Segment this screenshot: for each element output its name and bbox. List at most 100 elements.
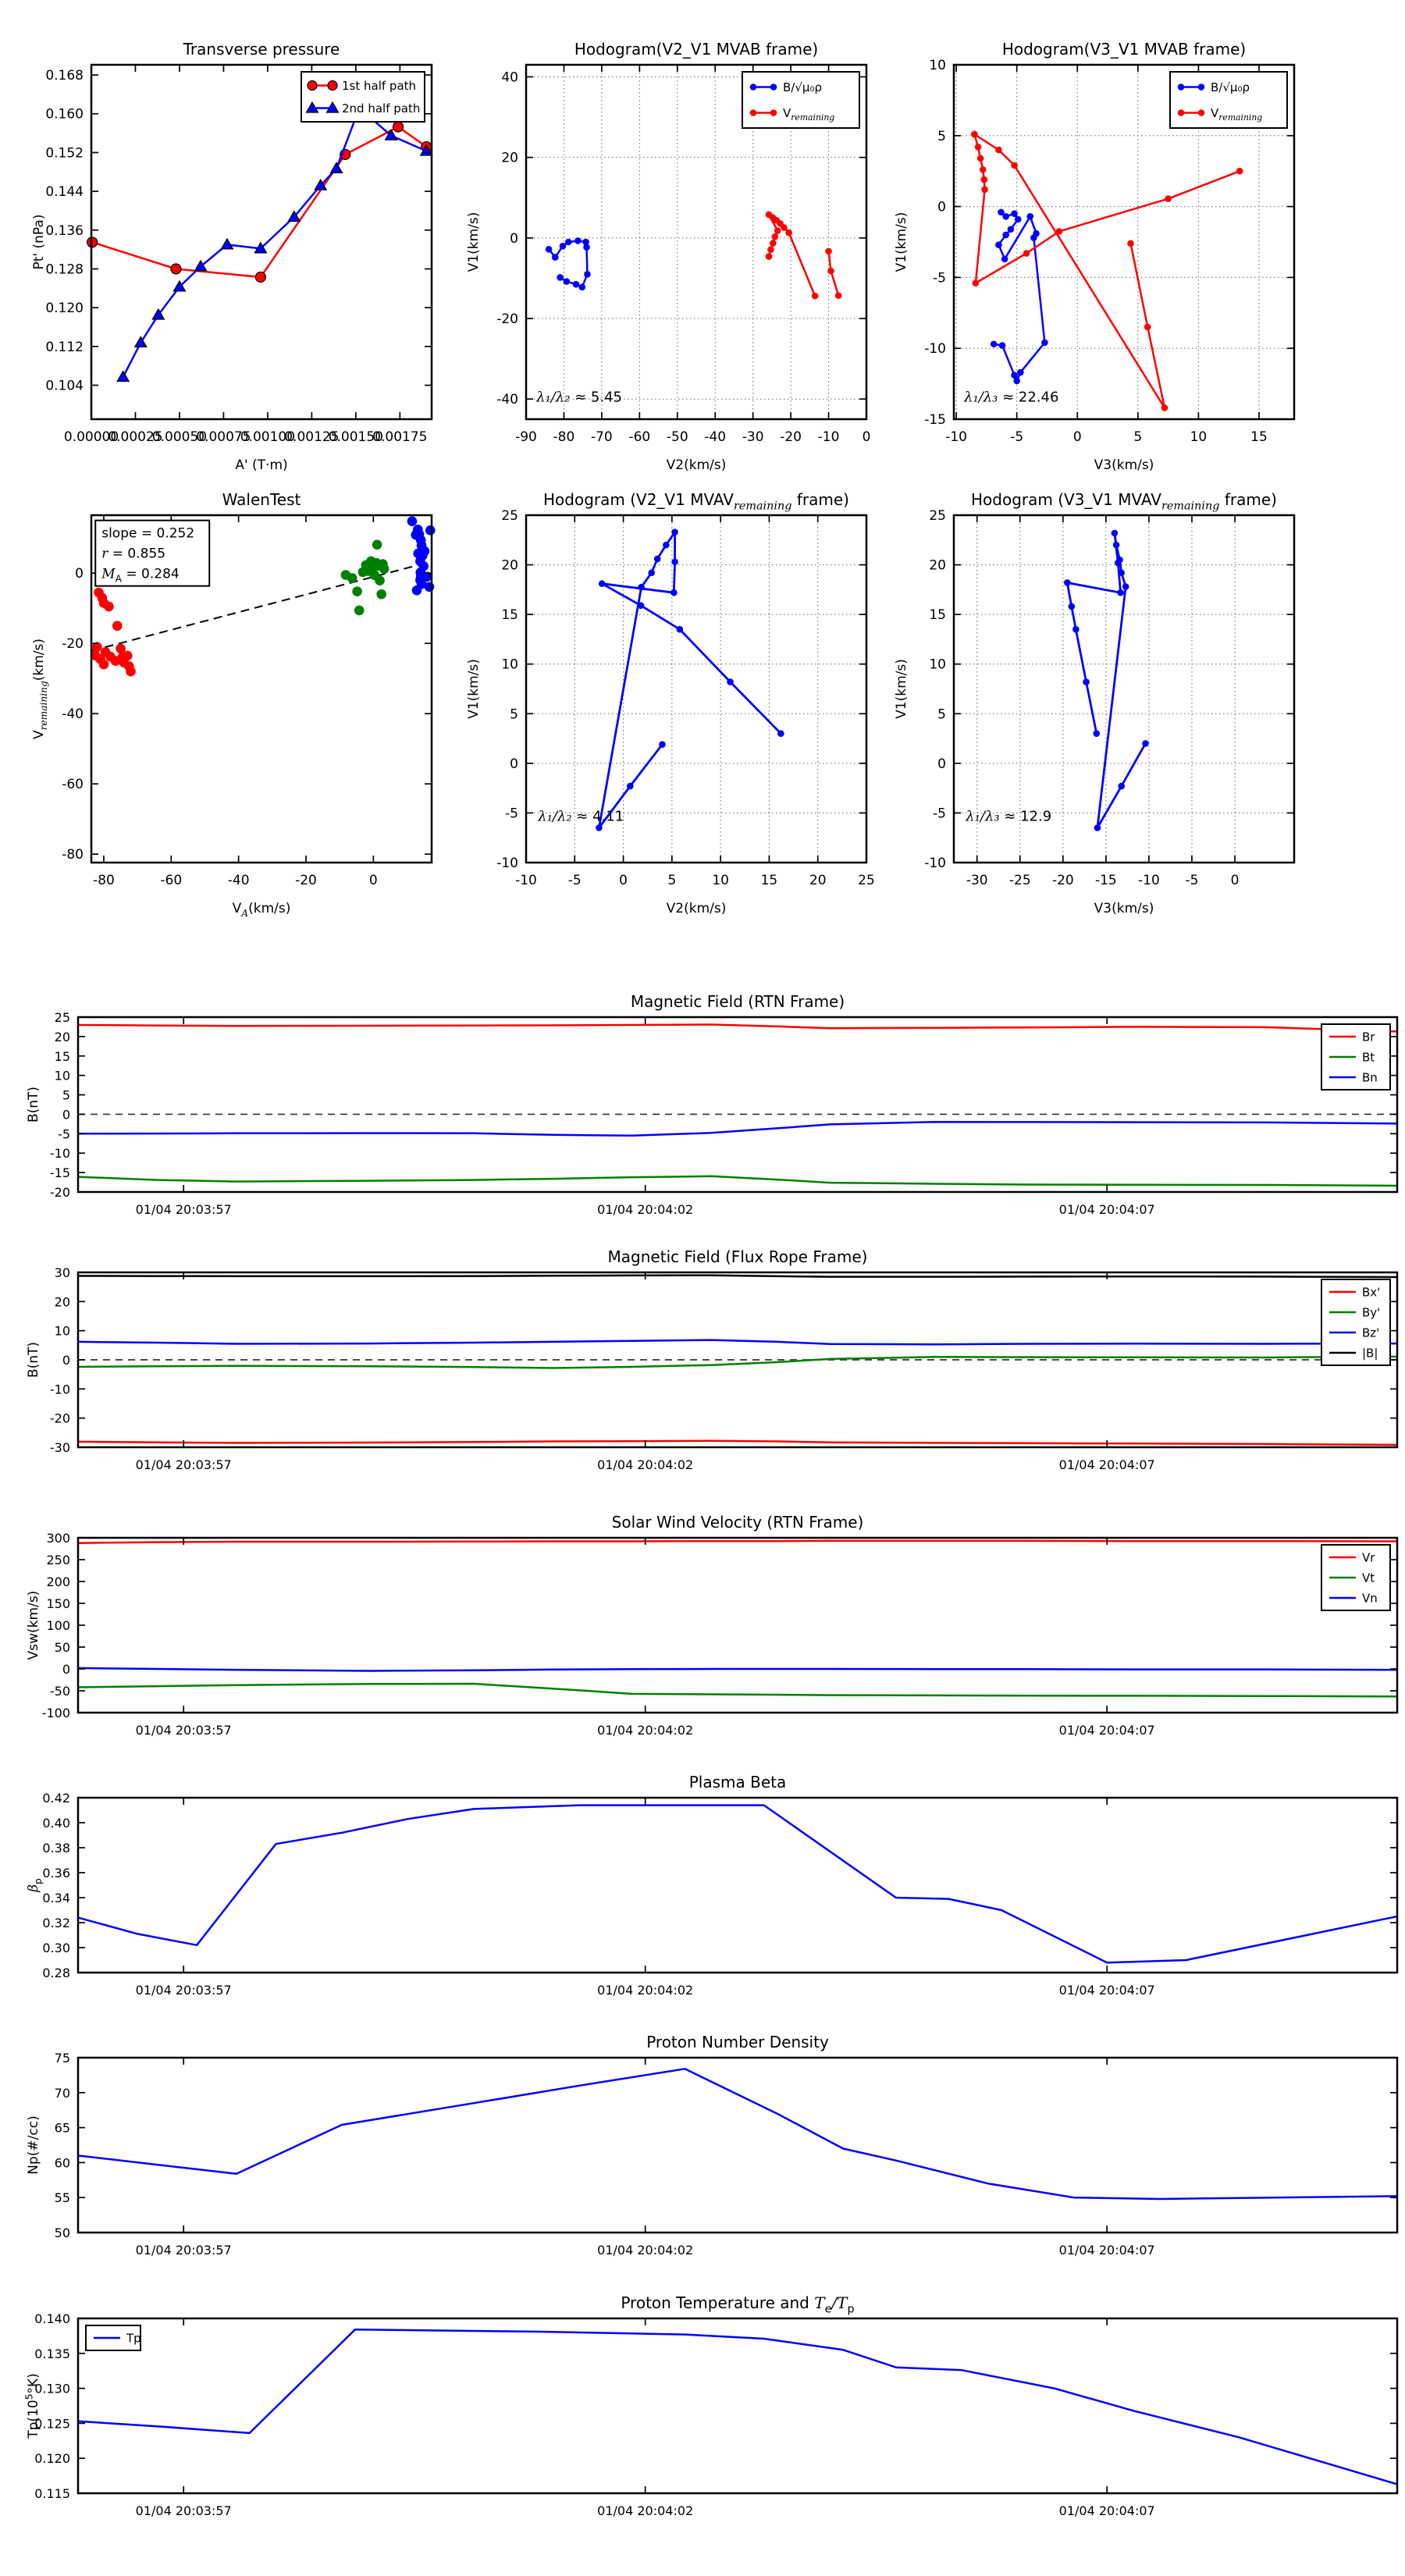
y-tick-label: 30 (55, 1265, 70, 1280)
x-tick-label: -10 (945, 429, 967, 445)
series-first-half-points (90, 587, 136, 677)
dot-marker (1068, 603, 1076, 610)
dot-marker (785, 229, 792, 237)
scatter-dot (354, 605, 365, 616)
legend-box (1321, 1279, 1391, 1366)
annotation-line: MA = 0.284 (101, 567, 180, 585)
series-Bt (77, 1175, 1398, 1187)
x-tick-label: -80 (553, 429, 575, 445)
axes-frame (952, 514, 1296, 864)
axes-frame (525, 514, 868, 864)
x-tick-label: -40 (704, 429, 726, 445)
ticks (78, 2318, 1397, 2494)
x-tick-label: 25 (858, 873, 875, 888)
annotation: λ₁/λ₃ ≈ 22.46 (963, 389, 1058, 405)
x-tick-label: -5 (1010, 429, 1023, 445)
x-tick-label: 01/04 20:04:07 (1059, 2503, 1155, 2518)
legend: 1st half path 2nd half path (301, 71, 425, 123)
scatter-dot (411, 585, 422, 596)
y-axis-label: Np(#/cc) (26, 2115, 41, 2174)
y-tick-label: -40 (496, 392, 518, 407)
y-tick-label: 0 (510, 756, 518, 772)
y-tick-label: 0.160 (45, 107, 84, 123)
scatter-dot (407, 516, 418, 526)
series-line (973, 133, 1166, 409)
x-tick-label: 01/04 20:03:57 (136, 1202, 232, 1217)
series-line (77, 1804, 1398, 1964)
y-tick-label: -5 (933, 270, 946, 286)
x-tick-label: 01/04 20:04:02 (597, 2243, 693, 2258)
x-tick-label: 01/04 20:04:02 (597, 2503, 693, 2518)
triangle-marker (151, 308, 165, 320)
dot-marker (995, 241, 1002, 248)
chart-title: Hodogram (V3_V1 MVAVremaining frame) (971, 490, 1277, 513)
axes-frame (76, 1271, 1399, 1449)
circle-marker (254, 271, 266, 283)
hodogram-v2v1-mvab-plot: -90 -80 -70 -60 -50 -40 -30 -20 -10 0 40 20 0 -20 -40 H… (466, 40, 870, 473)
x-tick-label: 10 (712, 873, 729, 888)
scatter-dot (375, 575, 385, 585)
annotation: λ₁/λ₃ ≈ 12.9 (965, 809, 1051, 825)
ticks (91, 65, 432, 419)
x-tick-label: 01/04 20:04:02 (597, 1202, 693, 1217)
y-axis-label: V1(km/s) (894, 212, 909, 272)
y-tick-label: 0.104 (45, 379, 84, 394)
y-tick-label: -5 (933, 806, 946, 821)
ticks (525, 514, 867, 863)
scatter-dot (122, 650, 133, 661)
proton-number-density-plot: 01/04 20:03:57 01/04 20:04:02 01/04 20:04:… (26, 2033, 1399, 2258)
legend-label: Vr (1362, 1551, 1375, 1565)
ticks (954, 514, 1294, 863)
triangle-marker (287, 210, 301, 222)
dot-marker (1093, 730, 1101, 738)
chart-title: Hodogram(V2_V1 MVAB frame) (574, 40, 818, 59)
dot-marker (563, 278, 571, 285)
legend-label: 2nd half path (342, 101, 420, 116)
y-tick-label: 0 (62, 1353, 70, 1368)
y-tick-label: -10 (924, 341, 946, 357)
y-tick-label: 20 (55, 1294, 70, 1309)
chart-title: Hodogram (V2_V1 MVAVremaining frame) (543, 490, 849, 513)
x-tick-label: 0 (1073, 429, 1082, 445)
x-tick-label: 01/04 20:04:07 (1059, 1723, 1155, 1738)
dot-marker (670, 589, 678, 596)
annotation: λ₁/λ₂ ≈ 5.45 (535, 389, 622, 405)
y-axis-label: Tp(105°K) (24, 2373, 41, 2439)
y-tick-label: 0 (75, 566, 84, 582)
series-line (77, 1120, 1398, 1137)
dot-marker (1013, 377, 1020, 385)
series-B-alfven (990, 208, 1048, 385)
y-tick-label: 15 (55, 1049, 70, 1064)
y-tick-label: 0.120 (45, 301, 84, 316)
x-tick-label: -50 (667, 429, 688, 445)
y-axis-label: B(nT) (26, 1342, 41, 1378)
dot-marker (552, 254, 559, 261)
ticks (525, 65, 867, 419)
y-tick-label: -15 (50, 1165, 70, 1180)
x-tick-label: 20 (809, 873, 827, 888)
y-tick-label: -20 (496, 311, 518, 327)
dot-marker (671, 558, 678, 566)
y-tick-label: 0.28 (42, 1966, 70, 1980)
legend: Br Bt Bn (1321, 1023, 1391, 1091)
x-axis-label: V3(km/s) (1094, 901, 1154, 916)
dot-marker (1112, 541, 1120, 549)
y-tick-label: -80 (62, 847, 84, 863)
dot-marker (979, 166, 987, 173)
dot-marker (1002, 213, 1010, 220)
y-tick-label: -10 (924, 856, 946, 871)
x-tick-label: 0.00150 (329, 429, 383, 445)
dot-marker (1023, 250, 1030, 257)
triangle-marker (194, 259, 208, 272)
dot-marker (545, 245, 553, 253)
dot-marker (648, 569, 655, 577)
chart-title: Transverse pressure (183, 40, 340, 59)
dot-marker (582, 238, 589, 246)
ticks (78, 2057, 1397, 2233)
series-line (77, 1439, 1398, 1446)
y-tick-label: 65 (55, 2121, 70, 2136)
y-tick-label: 0.130 (34, 2382, 70, 2396)
y-tick-label: 25 (501, 508, 518, 524)
dot-marker (1197, 109, 1205, 116)
dot-marker (827, 267, 834, 275)
